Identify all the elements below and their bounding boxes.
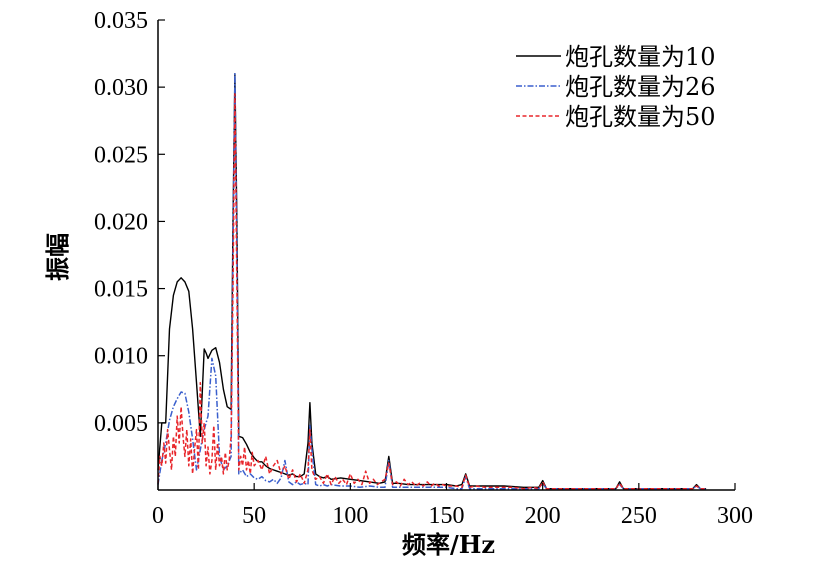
y-tick-label: 0.020 <box>94 209 148 235</box>
y-tick-label: 0.010 <box>94 344 148 370</box>
x-tick-label: 300 <box>717 503 753 529</box>
x-tick-label: 250 <box>621 503 657 529</box>
y-tick-label: 0.030 <box>94 75 148 101</box>
legend-label-1: 炮孔数量为10 <box>565 43 716 71</box>
x-tick-label: 0 <box>152 503 164 529</box>
x-tick-label: 50 <box>242 503 266 529</box>
legend-label-3: 炮孔数量为50 <box>565 103 716 131</box>
series-line-1 <box>157 72 707 490</box>
legend-label-2: 炮孔数量为26 <box>565 73 716 101</box>
y-axis-title: 振幅 <box>43 233 72 281</box>
series-line-2 <box>157 72 707 490</box>
plot-area <box>157 72 707 490</box>
x-tick-label: 150 <box>429 503 465 529</box>
x-axis-ticks: 0 50 100 150 200 250 300 <box>152 483 753 529</box>
x-tick-label: 200 <box>525 503 561 529</box>
y-tick-label: 0.035 <box>94 8 148 34</box>
series-line-3 <box>157 93 707 490</box>
y-tick-label: 0.015 <box>94 277 148 303</box>
x-tick-label: 100 <box>332 503 368 529</box>
y-axis-ticks: 0.005 0.010 0.015 0.020 0.025 0.030 0.035 <box>94 8 165 437</box>
x-axis-title: 频率/Hz <box>402 530 495 559</box>
y-tick-label: 0.005 <box>94 411 148 437</box>
y-tick-label: 0.025 <box>94 142 148 168</box>
